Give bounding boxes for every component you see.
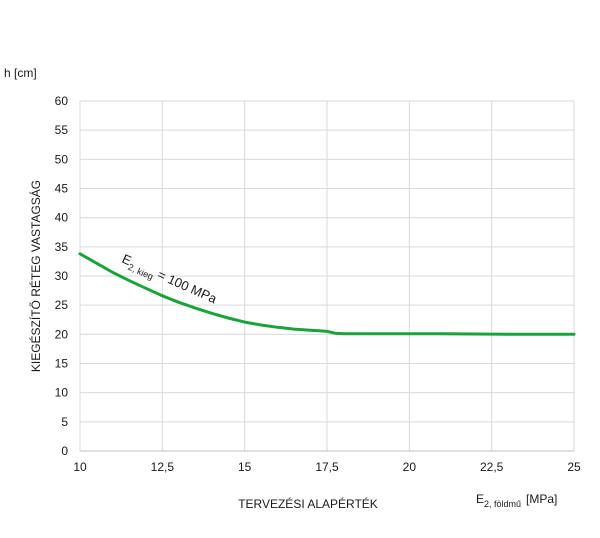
series-line bbox=[78, 252, 576, 336]
y-tick-label: 35 bbox=[55, 240, 69, 254]
x-tick-label: 17,5 bbox=[315, 460, 339, 474]
y-tick-label: 60 bbox=[55, 94, 69, 108]
x-unit-unit: [MPa] bbox=[526, 492, 557, 506]
x-unit-label: E2, földmű [MPa] bbox=[476, 492, 557, 509]
x-unit-main: E bbox=[476, 492, 484, 506]
y-tick-label: 10 bbox=[55, 386, 69, 400]
x-tick-label: 22,5 bbox=[480, 460, 504, 474]
series-annotation: E2, kieg = 100 MPa bbox=[119, 251, 220, 309]
x-tick-label: 20 bbox=[403, 460, 417, 474]
x-tick-label: 25 bbox=[567, 460, 581, 474]
y-tick-label: 5 bbox=[61, 415, 68, 429]
y-tick-label: 50 bbox=[55, 152, 69, 166]
x-tick-labels: 10 12,5 15 17,5 20 22,5 25 bbox=[73, 460, 581, 474]
x-tick-label: 15 bbox=[238, 460, 252, 474]
annotation-subscript: 2, kieg bbox=[126, 262, 154, 282]
y-tick-labels: 0 5 10 15 20 25 30 35 40 45 50 55 60 bbox=[55, 94, 69, 458]
y-tick-label: 45 bbox=[55, 182, 69, 196]
y-tick-label: 0 bbox=[61, 444, 68, 458]
y-unit-label: h [cm] bbox=[4, 66, 37, 80]
y-axis-title: KIEGÉSZÍTŐ RÉTEG VASTAGSÁG bbox=[28, 180, 43, 372]
series-group bbox=[78, 252, 576, 336]
x-unit-subscript: 2, földmű bbox=[484, 499, 521, 509]
y-tick-label: 30 bbox=[55, 269, 69, 283]
grid bbox=[79, 100, 575, 452]
y-tick-label: 55 bbox=[55, 123, 69, 137]
y-tick-label: 40 bbox=[55, 211, 69, 225]
y-tick-label: 25 bbox=[55, 298, 69, 312]
y-tick-label: 15 bbox=[55, 357, 69, 371]
x-axis-title: TERVEZÉSI ALAPÉRTÉK bbox=[238, 496, 378, 511]
x-tick-label: 12,5 bbox=[151, 460, 175, 474]
x-tick-label: 10 bbox=[73, 460, 87, 474]
y-tick-label: 20 bbox=[55, 327, 69, 341]
